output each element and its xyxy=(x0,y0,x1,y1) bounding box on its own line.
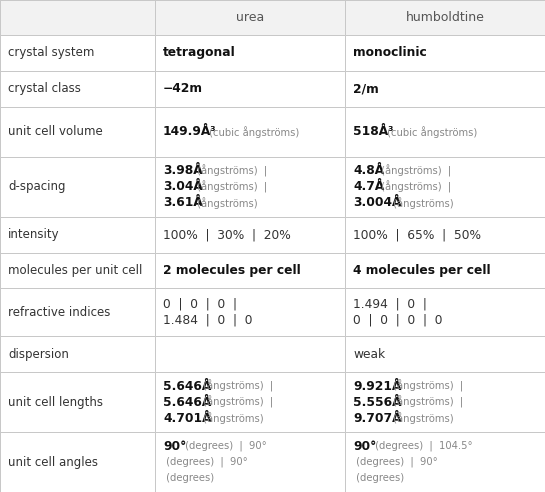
Text: (cubic ångströms): (cubic ångströms) xyxy=(207,126,300,138)
Bar xyxy=(155,288,345,337)
Text: 5.646Å: 5.646Å xyxy=(163,380,211,393)
Text: 90°: 90° xyxy=(353,439,377,453)
Bar xyxy=(155,0,345,35)
Text: urea: urea xyxy=(236,11,264,24)
Text: (degrees)  |  104.5°: (degrees) | 104.5° xyxy=(372,441,472,451)
Text: 149.9Å³: 149.9Å³ xyxy=(163,125,216,138)
Text: unit cell angles: unit cell angles xyxy=(8,456,98,468)
Text: (ångströms)  |: (ångströms) | xyxy=(194,181,267,193)
Bar xyxy=(155,216,345,252)
Bar xyxy=(155,71,345,107)
Text: (ångströms)  |: (ångströms) | xyxy=(200,380,274,393)
Text: 9.707Å: 9.707Å xyxy=(353,412,402,425)
Text: (ångströms): (ångströms) xyxy=(194,197,258,209)
Bar xyxy=(155,337,345,372)
Text: (ångströms): (ångströms) xyxy=(200,412,264,424)
Bar xyxy=(345,216,545,252)
Bar xyxy=(345,432,545,492)
Bar xyxy=(345,252,545,288)
Text: 90°: 90° xyxy=(163,439,186,453)
Bar xyxy=(0,288,155,337)
Text: molecules per unit cell: molecules per unit cell xyxy=(8,264,142,277)
Text: 5.556Å: 5.556Å xyxy=(353,396,402,409)
Text: (ångströms)  |: (ångströms) | xyxy=(378,164,451,177)
Text: dispersion: dispersion xyxy=(8,348,69,361)
Bar xyxy=(0,71,155,107)
Text: (ångströms)  |: (ångströms) | xyxy=(200,396,274,408)
Text: 3.98Å: 3.98Å xyxy=(163,164,203,177)
Text: crystal class: crystal class xyxy=(8,82,81,95)
Text: 4.7Å: 4.7Å xyxy=(353,180,384,193)
Text: (degrees)  |  90°: (degrees) | 90° xyxy=(181,441,267,451)
Bar xyxy=(155,35,345,71)
Text: (degrees): (degrees) xyxy=(163,473,214,483)
Bar xyxy=(155,157,345,216)
Text: 0  |  0  |  0  |: 0 | 0 | 0 | xyxy=(163,298,237,311)
Text: 2 molecules per cell: 2 molecules per cell xyxy=(163,264,301,277)
Bar xyxy=(0,157,155,216)
Bar xyxy=(345,157,545,216)
Bar xyxy=(0,107,155,157)
Text: (ångströms)  |: (ångströms) | xyxy=(390,396,463,408)
Text: humboldtine: humboldtine xyxy=(405,11,485,24)
Bar xyxy=(345,107,545,157)
Text: (ångströms)  |: (ångströms) | xyxy=(390,380,463,393)
Bar xyxy=(0,0,155,35)
Text: (ångströms): (ångströms) xyxy=(390,197,454,209)
Text: refractive indices: refractive indices xyxy=(8,306,111,319)
Text: 1.484  |  0  |  0: 1.484 | 0 | 0 xyxy=(163,314,252,327)
Text: 4 molecules per cell: 4 molecules per cell xyxy=(353,264,490,277)
Bar xyxy=(155,432,345,492)
Text: 518Å³: 518Å³ xyxy=(353,125,393,138)
Bar xyxy=(0,35,155,71)
Text: (degrees)  |  90°: (degrees) | 90° xyxy=(163,457,248,467)
Text: 100%  |  30%  |  20%: 100% | 30% | 20% xyxy=(163,228,290,241)
Text: d-spacing: d-spacing xyxy=(8,180,65,193)
Text: (degrees): (degrees) xyxy=(353,473,404,483)
Text: 4.8Å: 4.8Å xyxy=(353,164,384,177)
Bar xyxy=(0,337,155,372)
Bar xyxy=(345,35,545,71)
Text: monoclinic: monoclinic xyxy=(353,46,427,60)
Text: weak: weak xyxy=(353,348,385,361)
Text: 4.701Å: 4.701Å xyxy=(163,412,211,425)
Bar xyxy=(345,0,545,35)
Bar xyxy=(0,216,155,252)
Bar xyxy=(345,288,545,337)
Bar xyxy=(0,252,155,288)
Text: (ångströms): (ångströms) xyxy=(390,412,454,424)
Text: (ångströms)  |: (ångströms) | xyxy=(194,164,267,177)
Text: crystal system: crystal system xyxy=(8,46,94,60)
Bar xyxy=(155,252,345,288)
Text: (ångströms)  |: (ångströms) | xyxy=(378,181,451,193)
Text: 3.04Å: 3.04Å xyxy=(163,180,203,193)
Bar xyxy=(155,372,345,432)
Text: 3.61Å: 3.61Å xyxy=(163,196,203,209)
Text: 3.004Å: 3.004Å xyxy=(353,196,401,209)
Text: 9.921Å: 9.921Å xyxy=(353,380,401,393)
Bar xyxy=(0,432,155,492)
Bar xyxy=(0,372,155,432)
Bar xyxy=(345,71,545,107)
Text: 1.494  |  0  |: 1.494 | 0 | xyxy=(353,298,427,311)
Text: 2/m: 2/m xyxy=(353,82,379,95)
Text: tetragonal: tetragonal xyxy=(163,46,236,60)
Text: 0  |  0  |  0  |  0: 0 | 0 | 0 | 0 xyxy=(353,314,443,327)
Bar xyxy=(155,107,345,157)
Text: unit cell lengths: unit cell lengths xyxy=(8,396,103,409)
Text: −42m: −42m xyxy=(163,82,203,95)
Text: 5.646Å: 5.646Å xyxy=(163,396,211,409)
Bar xyxy=(345,337,545,372)
Text: 100%  |  65%  |  50%: 100% | 65% | 50% xyxy=(353,228,481,241)
Bar xyxy=(345,372,545,432)
Text: unit cell volume: unit cell volume xyxy=(8,125,103,138)
Text: intensity: intensity xyxy=(8,228,59,241)
Text: (cubic ångströms): (cubic ångströms) xyxy=(384,126,477,138)
Text: (degrees)  |  90°: (degrees) | 90° xyxy=(353,457,438,467)
